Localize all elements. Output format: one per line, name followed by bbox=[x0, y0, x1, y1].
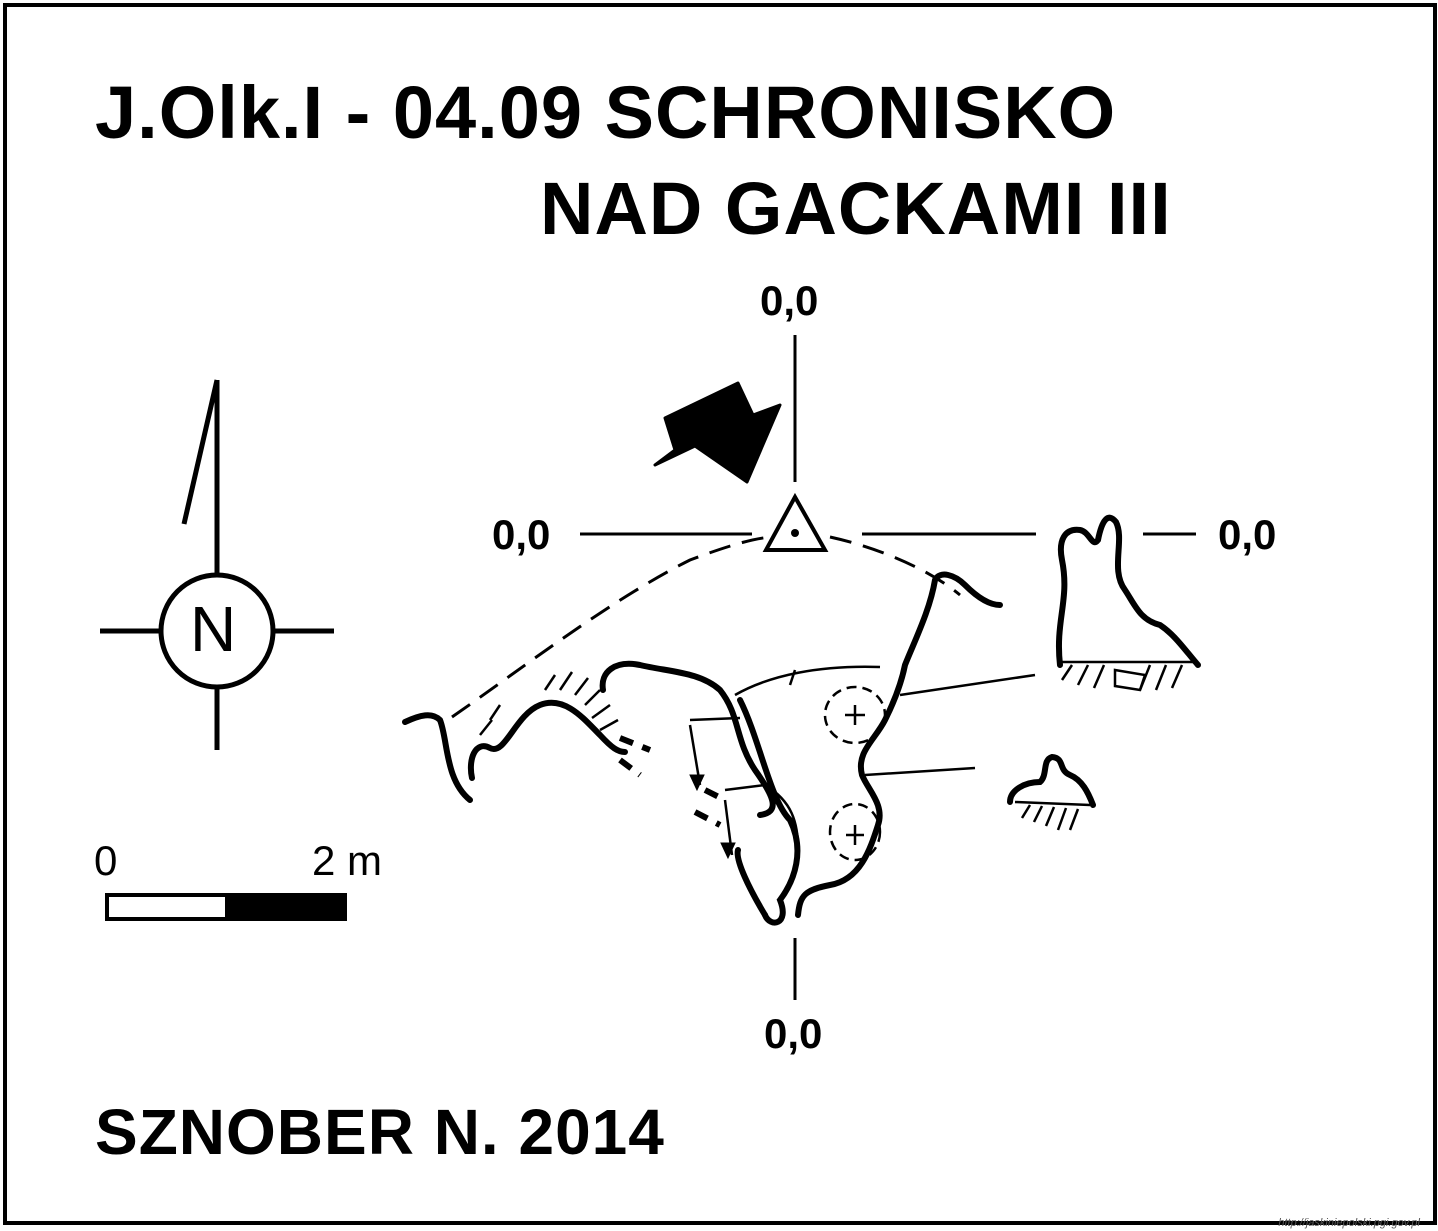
scale-end-label: 2 m bbox=[312, 837, 383, 884]
drip-line-dashed bbox=[451, 535, 961, 719]
coordinate-label-left: 0,0 bbox=[492, 511, 551, 558]
map-frame bbox=[3, 3, 1437, 1225]
cave-outline-passage bbox=[734, 571, 1003, 918]
scale-bar bbox=[105, 893, 347, 921]
coordinate-label-bottom: 0,0 bbox=[764, 1010, 823, 1057]
rock-boulder-symbols bbox=[823, 685, 887, 862]
coordinate-grid-lines bbox=[580, 335, 1196, 1000]
rock-outcrop-hatching bbox=[1060, 660, 1198, 692]
slope-arrow-icons bbox=[689, 774, 736, 860]
cave-outline-main bbox=[402, 660, 801, 926]
scale-start-label: 0 bbox=[94, 837, 118, 884]
source-url: http://jaskiniepolski.pgi.gov.pl bbox=[1278, 1217, 1420, 1229]
coordinate-label-top: 0,0 bbox=[760, 277, 819, 324]
overhang-hatching bbox=[479, 669, 797, 736]
entrance-arrow-icon bbox=[653, 381, 782, 484]
north-letter: N bbox=[190, 593, 237, 665]
rock-outcrop-lower-hatching bbox=[1014, 800, 1091, 831]
survey-point-triangle-icon bbox=[762, 492, 829, 552]
cave-title-line1: J.Olk.I - 04.09 SCHRONISKO bbox=[95, 71, 1117, 154]
cave-title-line2: NAD GACKAMI III bbox=[540, 167, 1172, 250]
author-year-label: SZNOBER N. 2014 bbox=[95, 1096, 665, 1168]
rock-outcrop-upper-right bbox=[1055, 514, 1201, 668]
coordinate-label-right: 0,0 bbox=[1218, 511, 1277, 558]
inner-dashed-lines bbox=[618, 735, 727, 828]
north-arrow-icon bbox=[100, 379, 334, 750]
rock-outcrop-lower-right bbox=[1007, 753, 1096, 808]
